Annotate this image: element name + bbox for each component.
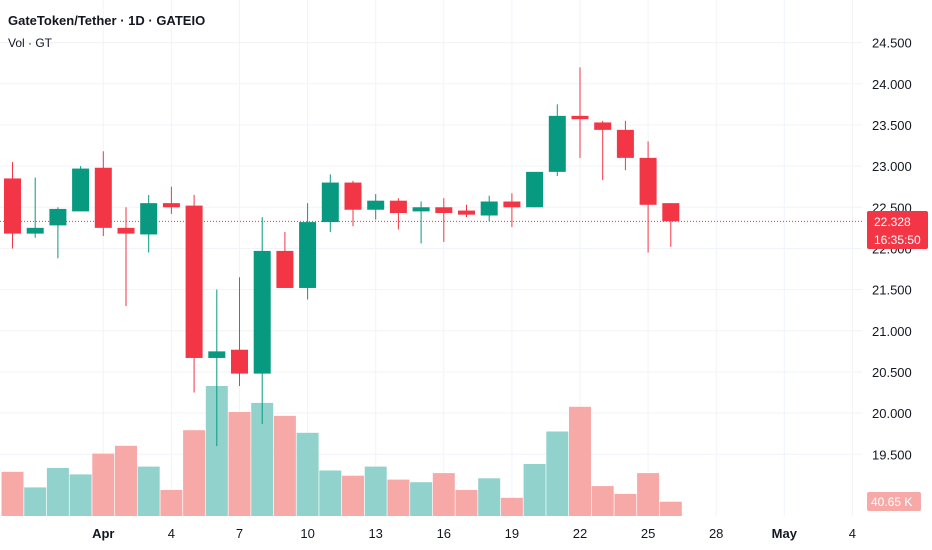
- x-tick-label: 25: [641, 526, 655, 541]
- volume-bar: [115, 445, 137, 516]
- volume-bar: [92, 453, 115, 516]
- candle-body[interactable]: [117, 227, 135, 234]
- volume-bar: [1, 471, 24, 516]
- volume-bar: [69, 474, 92, 516]
- volume-legend[interactable]: Vol · GT: [8, 36, 53, 50]
- volume-bar: [183, 430, 206, 516]
- y-tick-label: 24.500: [872, 36, 912, 51]
- volume-bar: [160, 490, 183, 516]
- volume-bar: [251, 402, 274, 516]
- y-tick-label: 21.500: [872, 283, 912, 298]
- candle-body[interactable]: [276, 250, 294, 288]
- time-axis[interactable]: Apr 4 7 10 13 16 19 22 25 28 May 4: [92, 526, 856, 541]
- candle-body[interactable]: [208, 351, 226, 358]
- candle-body[interactable]: [548, 115, 566, 172]
- candle-body[interactable]: [321, 182, 339, 223]
- candle-body[interactable]: [4, 178, 21, 234]
- candle-body[interactable]: [571, 115, 589, 120]
- volume-bar: [296, 432, 319, 516]
- y-tick-label: 19.500: [872, 447, 912, 462]
- volume-bar: [637, 473, 660, 516]
- candle-body[interactable]: [26, 227, 44, 234]
- candle-body[interactable]: [389, 200, 407, 214]
- candle-body[interactable]: [616, 129, 634, 158]
- y-tick-label: 24.000: [872, 77, 912, 92]
- volume-bar: [569, 406, 591, 516]
- volume-bar: [228, 412, 251, 516]
- candle-body[interactable]: [435, 207, 453, 214]
- x-tick-label: 7: [236, 526, 243, 541]
- volume-bar: [546, 431, 569, 516]
- volume-bar: [523, 464, 546, 516]
- y-tick-label: 20.000: [872, 406, 912, 421]
- candle-body[interactable]: [185, 205, 203, 358]
- last-price-tag: 22.328 16:35:50: [867, 211, 928, 249]
- x-tick-label: 22: [573, 526, 587, 541]
- volume-bar: [455, 490, 478, 516]
- volume-value: 40.65 K: [871, 495, 912, 509]
- candle-body[interactable]: [140, 203, 158, 235]
- countdown-timer: 16:35:50: [874, 233, 921, 247]
- volume-tag-bg: [867, 492, 921, 511]
- y-tick-label: 23.000: [872, 159, 912, 174]
- candle-body[interactable]: [253, 250, 271, 374]
- volume-bar: [342, 475, 364, 516]
- last-price-tag-bg: [867, 211, 928, 249]
- price-candles: [4, 67, 680, 447]
- candle-body[interactable]: [344, 182, 362, 210]
- candle-body[interactable]: [662, 203, 680, 222]
- volume-bar: [364, 466, 387, 516]
- x-tick-label: 19: [505, 526, 519, 541]
- volume-tag: 40.65 K: [867, 492, 921, 511]
- candle-body[interactable]: [458, 210, 475, 215]
- last-price-value: 22.328: [874, 215, 911, 229]
- candle-body[interactable]: [639, 157, 657, 205]
- candle-body[interactable]: [480, 201, 498, 216]
- volume-bar: [410, 482, 433, 516]
- volume-bar: [24, 487, 47, 516]
- y-tick-label: 20.500: [872, 365, 912, 380]
- x-tick-label: 10: [300, 526, 314, 541]
- volume-bars: [1, 386, 682, 516]
- candle-body[interactable]: [49, 208, 67, 226]
- candle-body[interactable]: [231, 349, 248, 374]
- x-tick-label: 28: [709, 526, 723, 541]
- candle-body[interactable]: [526, 171, 544, 208]
- candle-body[interactable]: [299, 222, 317, 288]
- volume-bar: [500, 497, 523, 516]
- y-tick-label: 23.500: [872, 118, 912, 133]
- volume-bar: [319, 470, 342, 516]
- volume-bar: [46, 467, 69, 516]
- x-tick-label: 4: [168, 526, 175, 541]
- y-tick-label: 21.000: [872, 324, 912, 339]
- x-tick-label: May: [772, 526, 798, 541]
- volume-bar: [273, 415, 296, 516]
- candle-body[interactable]: [367, 200, 385, 210]
- chart-title[interactable]: GateToken/Tether · 1D · GATEIO: [8, 13, 205, 28]
- candle-body[interactable]: [412, 207, 430, 212]
- x-tick-label: 13: [368, 526, 382, 541]
- volume-bar: [432, 473, 455, 516]
- x-tick-label: 4: [849, 526, 856, 541]
- volume-bar: [478, 478, 501, 516]
- volume-bar: [591, 486, 614, 516]
- x-tick-label: 16: [437, 526, 451, 541]
- candle-body[interactable]: [72, 168, 90, 212]
- candle-body[interactable]: [594, 122, 612, 130]
- candle-body[interactable]: [503, 201, 521, 208]
- candle-body[interactable]: [162, 203, 180, 208]
- volume-bar: [137, 466, 160, 516]
- x-tick-label: Apr: [92, 526, 114, 541]
- chart-grid: [0, 0, 862, 516]
- volume-bar: [387, 479, 410, 516]
- volume-bar: [205, 386, 228, 516]
- volume-bar: [659, 501, 682, 516]
- volume-bar: [614, 493, 637, 516]
- candle-body[interactable]: [94, 167, 112, 228]
